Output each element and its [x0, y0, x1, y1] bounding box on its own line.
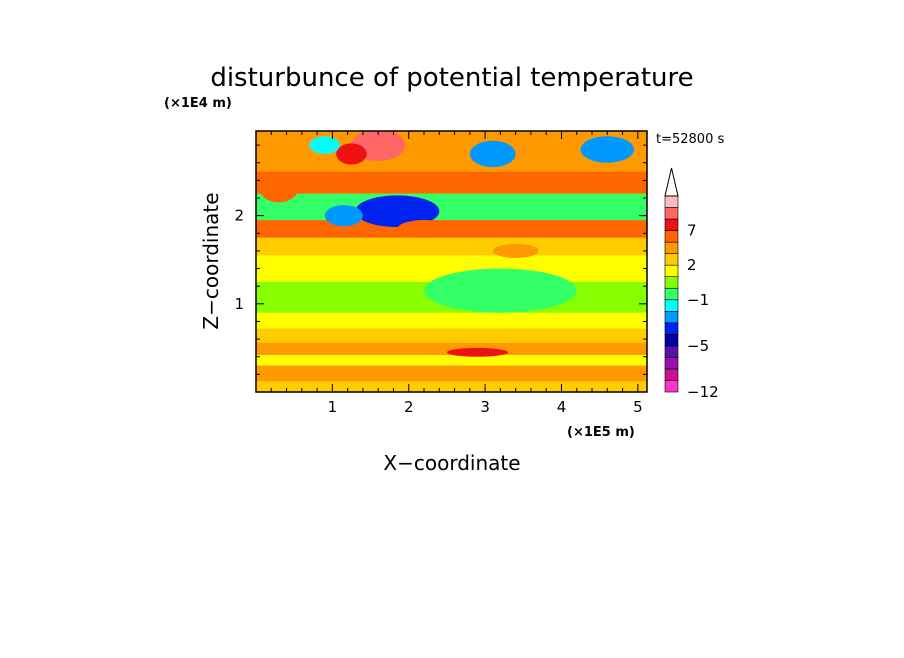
colorbar-label: −12 [687, 383, 719, 401]
field-band [256, 354, 647, 366]
field-band [256, 312, 647, 329]
colorbar-swatch [664, 207, 679, 220]
field-band [256, 237, 647, 256]
colorbar: 7 2 −1 −5 −12 [664, 167, 719, 401]
y-unit-label: (×1E4 m) [164, 96, 232, 111]
field-feature [355, 195, 440, 228]
colorbar-label: 2 [687, 256, 697, 274]
field-band [256, 220, 647, 238]
colorbar-swatch [664, 195, 679, 208]
field-feature [469, 140, 516, 168]
x-unit-label: (×1E5 m) [567, 425, 635, 440]
x-tick-label: 3 [480, 398, 490, 416]
axes: 1 2 3 4 5 1 2 [234, 130, 648, 416]
field-feature [309, 136, 341, 154]
chart-title: disturbunce of potential temperature [210, 63, 693, 93]
field-band [256, 381, 647, 392]
field-band [256, 171, 647, 194]
colorbar-label: −1 [687, 291, 709, 309]
field-band [256, 193, 647, 221]
x-tick-label: 5 [633, 398, 643, 416]
y-axis-label: Z−coordinate [199, 192, 223, 329]
x-tick-label: 2 [404, 398, 414, 416]
field-feature [492, 243, 539, 258]
field-band [256, 342, 647, 355]
time-label: t=52800 s [656, 132, 724, 147]
field-feature [424, 268, 577, 313]
colorbar-swatch [664, 310, 679, 324]
colorbar-swatch [664, 357, 679, 370]
colorbar-swatch [664, 264, 679, 278]
x-tick-label: 1 [328, 398, 338, 416]
plot-frame [255, 130, 648, 393]
colorbar-swatch [664, 322, 679, 335]
colorbar-swatch [664, 230, 679, 243]
colorbar-swatch [664, 276, 679, 289]
field-feature [446, 347, 509, 357]
field-band [256, 365, 647, 382]
colorbar-swatch [664, 299, 679, 312]
colorbar-label: −5 [687, 337, 709, 355]
x-axis-label: X−coordinate [383, 451, 520, 475]
colorbar-swatch [664, 380, 679, 393]
field-feature [336, 143, 367, 165]
colorbar-swatch [664, 334, 679, 347]
colorbar-swatch [664, 368, 679, 381]
plot-area [256, 131, 647, 392]
colorbar-swatch [664, 218, 679, 231]
y-tick-label: 1 [234, 295, 244, 313]
field-feature [259, 175, 299, 203]
colorbar-swatch [664, 345, 679, 358]
colorbar-extend-triangle [664, 167, 679, 197]
field-feature [580, 136, 635, 163]
y-tick-label: 2 [234, 207, 244, 225]
colorbar-swatch [664, 253, 679, 266]
field-feature [397, 220, 451, 238]
field-band [256, 328, 647, 343]
colorbar-swatch [664, 287, 679, 301]
colorbar-swatch [664, 241, 679, 254]
x-tick-label: 4 [557, 398, 567, 416]
colorbar-label: 7 [687, 222, 697, 240]
field-feature [324, 205, 363, 227]
